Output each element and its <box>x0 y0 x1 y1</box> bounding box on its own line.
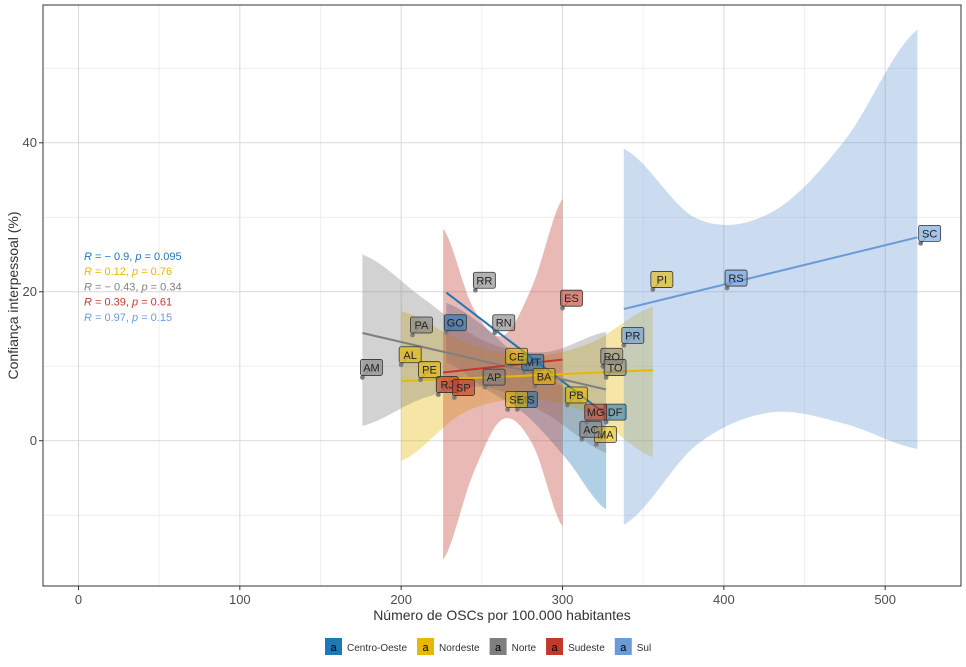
regression-line-sul <box>623 236 918 311</box>
legend-label-nordeste: Nordeste <box>439 643 480 654</box>
state-label-pa: PA <box>415 320 430 332</box>
regression-line-norte <box>362 332 607 391</box>
state-label-se: SE <box>509 394 524 406</box>
axis-ticks: 0 100 200 300 400 500 0 20 40 <box>23 135 896 607</box>
confidence-bands <box>362 29 918 560</box>
plot-panel-border <box>42 4 962 587</box>
legend-key-glyph: a <box>552 642 559 654</box>
state-label-mt: MT <box>525 357 541 369</box>
state-label-mg: MG <box>587 407 605 419</box>
label-box-ba <box>532 367 556 385</box>
label-box-pr <box>621 327 645 344</box>
state-label-ac: AC <box>583 424 598 436</box>
state-label-rn: RN <box>496 318 512 330</box>
legend-key-glyph: a <box>422 642 429 654</box>
state-label-rj: RJ <box>441 380 454 392</box>
y-tick-label: 20 <box>23 284 37 299</box>
state-label-pb: PB <box>569 390 584 402</box>
y-tick-label: 40 <box>23 135 37 150</box>
state-label-rs: RS <box>728 273 743 285</box>
legend-key-norte <box>489 638 507 655</box>
state-label-go: GO <box>447 318 465 330</box>
state-label-ap: AP <box>487 372 502 384</box>
label-box-ac <box>579 420 603 438</box>
legend-key-sul <box>614 638 632 655</box>
legend-key-glyph: a <box>330 642 337 654</box>
x-tick-label: 100 <box>229 592 251 607</box>
state-label-to: TO <box>608 362 624 374</box>
confidence-band-nordeste <box>401 306 653 461</box>
legend: a Centro-Oeste a Nordeste a Norte a Sudeste a Sul <box>325 638 651 655</box>
state-label-ce: CE <box>509 351 524 363</box>
label-box-sp <box>452 379 475 396</box>
legend-key-glyph: a <box>620 642 627 654</box>
x-tick-label: 500 <box>874 592 896 607</box>
stat-sudeste: R = 0.39, p = 0.61 <box>84 297 172 309</box>
label-box-pa <box>410 316 433 334</box>
legend-label-sul: Sul <box>637 643 651 654</box>
x-axis-title: Número de OSCs por 100.000 habitantes <box>373 607 631 623</box>
state-labels: GOMTMSDFALPECEBASEPBMAPIAMPARRRNAPROTOAC… <box>360 224 942 445</box>
stat-nordeste: R = 0.12, p = 0.76 <box>84 266 172 278</box>
confidence-band-norte <box>362 254 607 453</box>
label-box-se <box>505 391 529 408</box>
label-box-rn <box>492 314 516 332</box>
label-box-go <box>443 314 467 332</box>
stat-norte: R = − 0.43, p = 0.34 <box>84 281 182 293</box>
x-tick-label: 200 <box>390 592 412 607</box>
state-label-pr: PR <box>625 330 640 342</box>
label-box-to <box>603 359 627 376</box>
stat-centro-oeste: R = − 0.9, p = 0.095 <box>84 251 182 263</box>
state-label-pi: PI <box>657 275 667 287</box>
label-box-rs <box>724 269 748 287</box>
label-box-pi <box>650 271 674 288</box>
legend-label-centro-oeste: Centro-Oeste <box>347 643 407 654</box>
state-label-pe: PE <box>422 365 437 377</box>
legend-label-sudeste: Sudeste <box>568 643 605 654</box>
label-box-mg <box>584 403 608 421</box>
label-box-pb <box>564 386 588 404</box>
legend-key-glyph: a <box>495 642 502 654</box>
label-box-ce <box>505 347 529 365</box>
label-box-ap <box>482 368 506 386</box>
legend-label-norte: Norte <box>512 643 537 654</box>
legend-key-centro-oeste <box>325 638 342 655</box>
y-axis-title: Confiança interpessoal (%) <box>5 211 21 379</box>
state-label-es: ES <box>564 293 579 305</box>
label-box-am <box>360 359 383 376</box>
y-tick-label: 0 <box>30 433 37 448</box>
label-box-sc <box>918 224 942 242</box>
legend-key-sudeste <box>546 638 564 655</box>
state-label-al: AL <box>403 350 416 362</box>
state-label-am: AM <box>363 362 380 374</box>
state-label-sc: SC <box>922 228 937 240</box>
state-label-sp: SP <box>456 383 471 395</box>
label-box-rr <box>472 271 496 289</box>
label-box-al <box>398 346 422 364</box>
x-tick-label: 400 <box>713 592 735 607</box>
stat-sul: R = 0.97, p = 0.15 <box>84 312 172 324</box>
x-tick-label: 0 <box>75 592 82 607</box>
label-box-pe <box>418 361 441 379</box>
state-label-ba: BA <box>537 371 552 383</box>
state-label-df: DF <box>608 407 623 419</box>
correlation-stats: R = − 0.9, p = 0.095 R = 0.12, p = 0.76 R … <box>84 251 182 324</box>
legend-key-nordeste <box>417 638 435 655</box>
label-box-es <box>560 289 583 307</box>
x-tick-label: 300 <box>552 592 574 607</box>
confidence-band-sul <box>623 29 918 525</box>
state-label-rr: RR <box>476 275 492 287</box>
